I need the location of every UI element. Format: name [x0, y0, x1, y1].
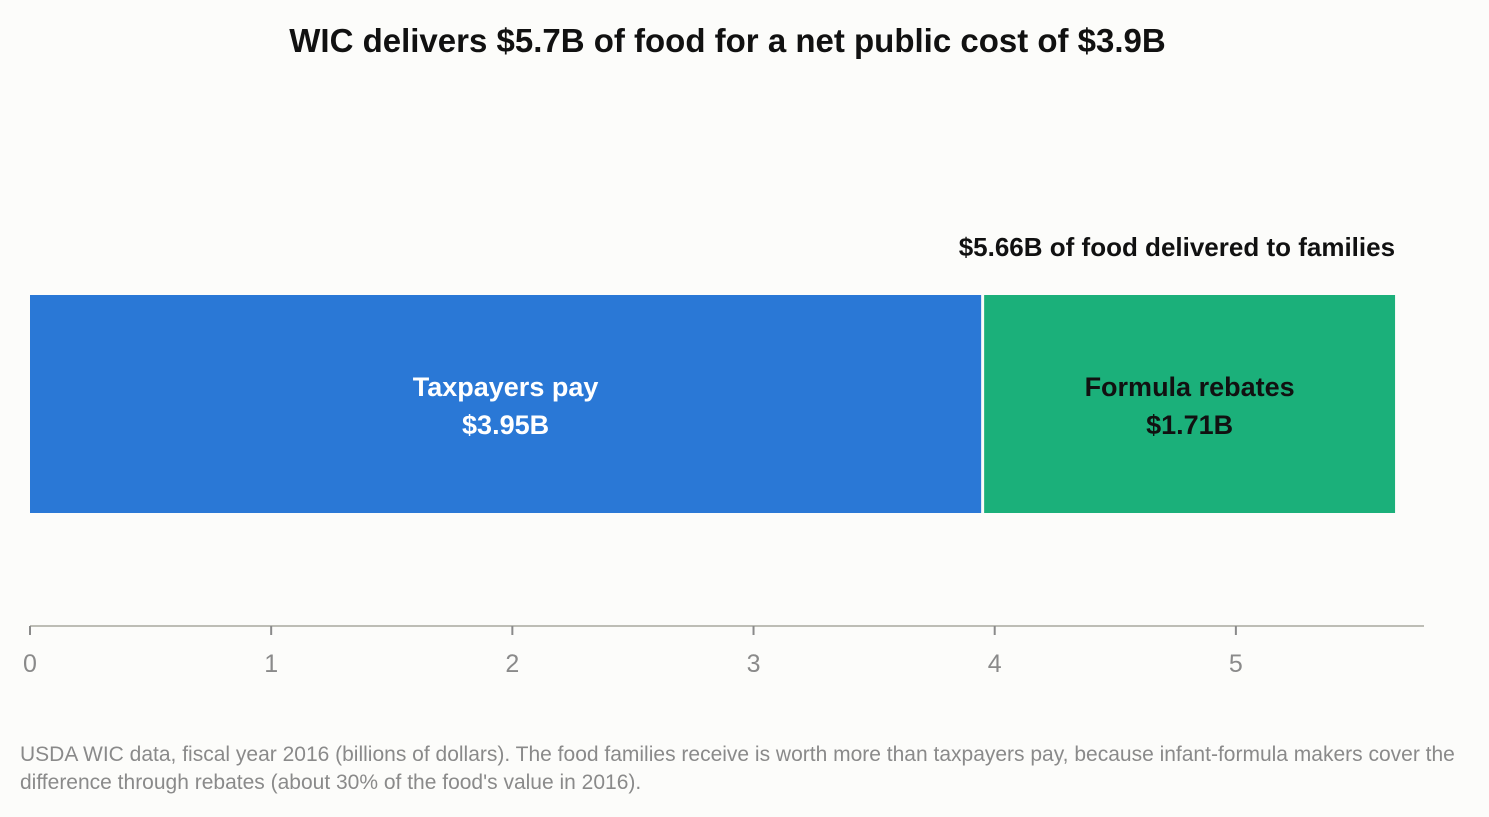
x-tick-label-4: 4 [988, 650, 1002, 678]
bar-segment-1 [984, 295, 1396, 513]
x-tick-label-2: 2 [505, 650, 519, 678]
chart-title: WIC delivers $5.7B of food for a net pub… [289, 22, 1166, 59]
bar-segment-labels: Taxpayers pay $3.95B Formula rebates $1.71B [413, 372, 1295, 440]
bar-segment-label-0: Taxpayers pay $3.95B [413, 372, 599, 440]
total-annotation: $5.66B of food delivered to families [959, 232, 1395, 262]
chart-plot: Taxpayers pay $3.95B Formula rebates $1.71B… [23, 232, 1424, 678]
x-axis: 0 1 2 3 4 5 [23, 625, 1424, 678]
bar-segment-label-1: Formula rebates $1.71B [1085, 372, 1295, 440]
bar-segments [30, 295, 1396, 513]
x-tick-label-1: 1 [264, 650, 278, 678]
footnote: USDA WIC data, fiscal year 2016 (billion… [20, 743, 1455, 794]
x-tick-label-3: 3 [747, 650, 761, 678]
bar-segment-0 [30, 295, 982, 513]
x-tick-label-0: 0 [23, 650, 37, 678]
x-tick-label-5: 5 [1229, 650, 1243, 678]
